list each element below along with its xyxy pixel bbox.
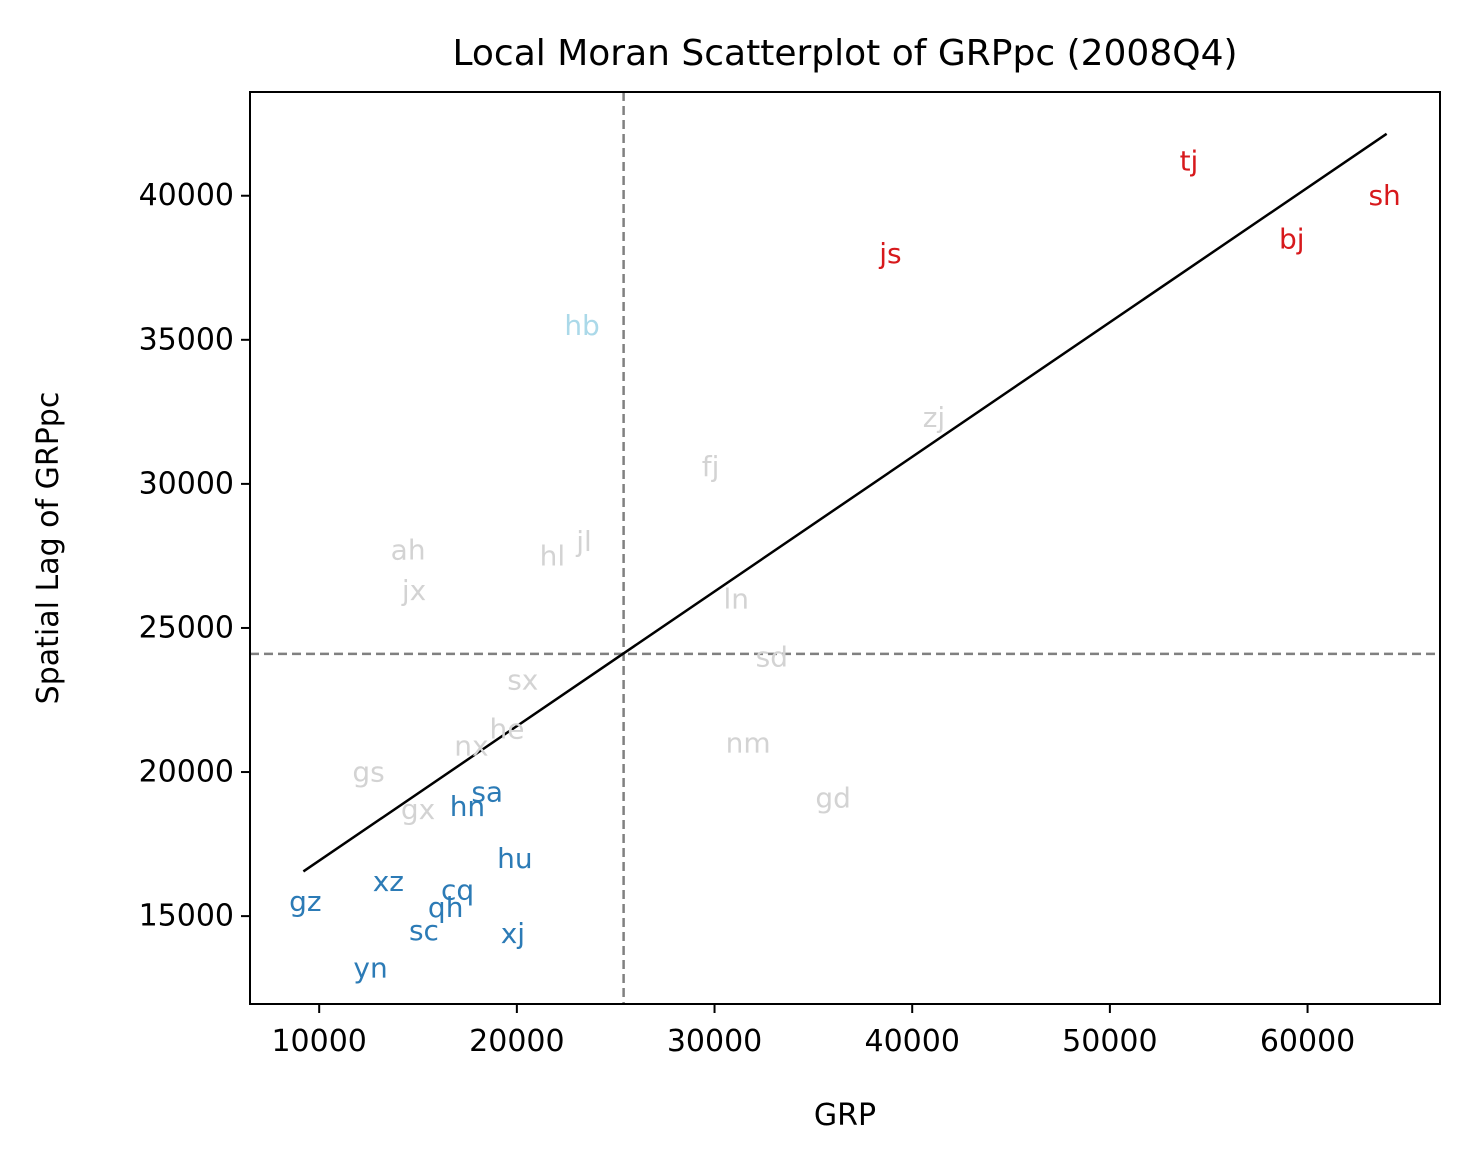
y-tick-label: 35000 xyxy=(139,322,234,357)
x-tick-label: 60000 xyxy=(1260,1024,1355,1059)
point-label-hb: hb xyxy=(564,309,600,342)
point-label-tj: tj xyxy=(1180,145,1199,178)
point-label-hn: hn xyxy=(450,790,486,823)
x-tick-label: 50000 xyxy=(1062,1024,1157,1059)
point-label-xz: xz xyxy=(373,865,404,898)
point-label-xj: xj xyxy=(501,917,525,950)
point-label-jx: jx xyxy=(401,574,426,607)
point-label-hl: hl xyxy=(540,539,566,572)
y-tick-label: 30000 xyxy=(139,466,234,501)
point-label-js: js xyxy=(878,237,901,270)
point-label-fj: fj xyxy=(702,450,720,483)
point-label-jl: jl xyxy=(575,525,592,558)
axis-ticks: 10000 20000 30000 40000 50000 60000 15000 20000… xyxy=(139,178,1356,1059)
point-label-ln: ln xyxy=(724,583,750,616)
point-label-ah: ah xyxy=(391,534,426,567)
point-label-sa: sa xyxy=(471,776,503,809)
point-label-gx: gx xyxy=(401,793,435,826)
point-label-bj: bj xyxy=(1279,222,1305,255)
y-axis-label: Spatial Lag of GRPpc xyxy=(31,392,66,705)
x-tick-label: 20000 xyxy=(469,1024,564,1059)
y-tick-label: 20000 xyxy=(139,755,234,790)
point-label-nm: nm xyxy=(726,727,771,760)
point-label-cq: cq xyxy=(441,874,474,907)
point-label-gd: gd xyxy=(815,781,851,814)
point-label-yn: yn xyxy=(353,951,387,984)
point-label-zj: zj xyxy=(923,401,945,434)
x-axis-label: GRP xyxy=(814,1098,876,1133)
y-tick-label: 25000 xyxy=(139,610,234,645)
point-label-nx: nx xyxy=(454,730,488,763)
y-tick-label: 15000 xyxy=(139,899,234,934)
chart-title: Local Moran Scatterplot of GRPpc (2008Q4… xyxy=(452,33,1237,74)
plot-frame xyxy=(249,91,1441,1005)
x-tick-label: 30000 xyxy=(667,1024,762,1059)
x-tick-label: 10000 xyxy=(271,1024,366,1059)
point-label-hu: hu xyxy=(497,842,533,875)
x-tick-label: 40000 xyxy=(864,1024,959,1059)
point-label-sc: sc xyxy=(409,914,439,947)
point-label-sd: sd xyxy=(756,640,788,673)
point-label-sh: sh xyxy=(1368,179,1400,212)
point-label-sx: sx xyxy=(507,663,538,696)
point-label-qh: qh xyxy=(428,891,464,924)
point-label-gs: gs xyxy=(352,756,384,789)
y-tick-label: 40000 xyxy=(139,178,234,213)
point-label-he: he xyxy=(489,712,524,745)
point-label-gz: gz xyxy=(289,885,321,918)
regression-line xyxy=(302,132,1388,873)
